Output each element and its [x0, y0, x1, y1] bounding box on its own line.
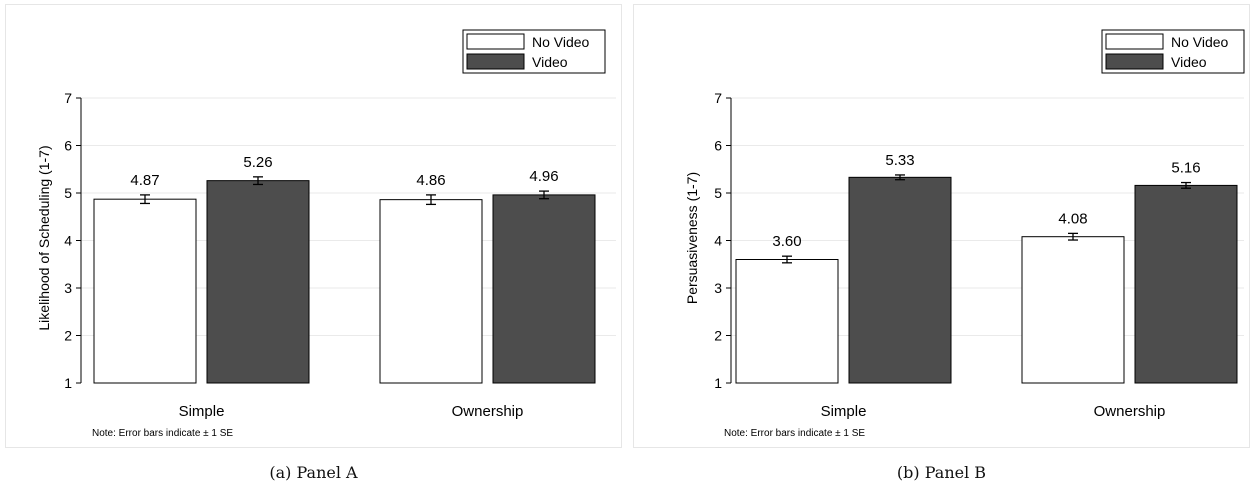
panel-b-chart: No Video Video Persuasiveness (1-7) Note… — [633, 4, 1250, 448]
y-tick-label: 7 — [714, 90, 722, 106]
data-label: 4.08 — [1058, 210, 1087, 227]
bar — [735, 259, 839, 384]
bar — [1021, 236, 1125, 384]
y-tick-label: 6 — [714, 138, 722, 154]
legend-swatch-video — [466, 53, 525, 70]
bar — [379, 199, 483, 384]
y-tick-label: 4 — [64, 233, 72, 249]
y-tick-label: 1 — [64, 375, 72, 391]
legend: No Video Video — [1101, 29, 1245, 74]
y-tick-label: 6 — [64, 138, 72, 154]
bar — [492, 194, 596, 384]
legend-label-video: Video — [1171, 54, 1207, 70]
data-label: 4.86 — [416, 172, 445, 189]
y-tick-label: 2 — [64, 328, 72, 344]
panel-b-svg: No Video Video Persuasiveness (1-7) Note… — [684, 29, 1245, 439]
y-tick-label: 2 — [714, 328, 722, 344]
legend: No Video Video — [462, 29, 606, 74]
legend-swatch-no-video — [1105, 33, 1164, 50]
data-label: 5.26 — [243, 154, 272, 171]
data-label: 5.16 — [1171, 160, 1200, 177]
y-axis-label: Persuasiveness (1-7) — [684, 172, 700, 304]
y-tick-label: 4 — [714, 233, 722, 249]
data-label: 4.96 — [529, 168, 558, 185]
y-tick-label: 3 — [714, 280, 722, 296]
bar — [1134, 184, 1238, 384]
x-category-label: Ownership — [452, 403, 524, 420]
x-category-label: Ownership — [1094, 403, 1166, 420]
x-category-label: Simple — [821, 403, 867, 420]
panel-a-svg: No Video Video Likelihood of Scheduling … — [36, 29, 616, 439]
bar — [848, 176, 952, 384]
note-text: Note: Error bars indicate ± 1 SE — [724, 428, 865, 439]
legend-label-no-video: No Video — [532, 34, 590, 50]
y-tick-label: 5 — [714, 185, 722, 201]
panel-a-chart: No Video Video Likelihood of Scheduling … — [5, 4, 622, 448]
panel-a-caption: (a) Panel A — [269, 463, 358, 482]
bar — [206, 180, 310, 384]
legend-label-no-video: No Video — [1171, 34, 1229, 50]
y-tick-label: 1 — [714, 375, 722, 391]
bar — [93, 198, 197, 384]
legend-label-video: Video — [532, 54, 568, 70]
note-text: Note: Error bars indicate ± 1 SE — [92, 428, 233, 439]
data-label: 4.87 — [130, 172, 159, 189]
x-category-label: Simple — [179, 403, 225, 420]
data-label: 3.60 — [772, 233, 801, 250]
data-label: 5.33 — [885, 152, 914, 169]
y-tick-label: 5 — [64, 185, 72, 201]
y-tick-label: 3 — [64, 280, 72, 296]
panel-b-caption: (b) Panel B — [896, 463, 987, 482]
y-axis-label: Likelihood of Scheduling (1-7) — [36, 145, 52, 330]
legend-swatch-no-video — [466, 33, 525, 50]
legend-swatch-video — [1105, 53, 1164, 70]
y-tick-label: 7 — [64, 90, 72, 106]
